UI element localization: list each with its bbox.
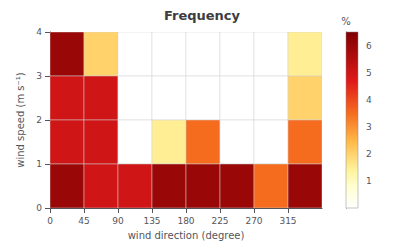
svg-text:5: 5 — [366, 68, 372, 78]
svg-text:2: 2 — [36, 115, 42, 125]
svg-text:180: 180 — [177, 216, 194, 226]
svg-text:90: 90 — [112, 216, 124, 226]
svg-text:270: 270 — [245, 216, 262, 226]
svg-text:3: 3 — [366, 122, 372, 132]
svg-text:1: 1 — [366, 176, 372, 186]
svg-text:45: 45 — [78, 216, 89, 226]
svg-text:4: 4 — [36, 27, 42, 37]
svg-text:Frequency: Frequency — [164, 8, 241, 23]
svg-text:%: % — [341, 16, 351, 27]
svg-text:2: 2 — [366, 149, 372, 159]
svg-text:0: 0 — [47, 216, 53, 226]
svg-text:315: 315 — [279, 216, 296, 226]
svg-text:225: 225 — [211, 216, 228, 226]
svg-text:4: 4 — [366, 95, 372, 105]
svg-text:6: 6 — [366, 41, 372, 51]
svg-text:wind speed (m s⁻¹): wind speed (m s⁻¹) — [15, 72, 26, 168]
svg-text:3: 3 — [36, 71, 42, 81]
svg-text:1: 1 — [36, 159, 42, 169]
svg-text:135: 135 — [143, 216, 160, 226]
svg-text:wind direction (degree): wind direction (degree) — [128, 230, 245, 241]
svg-text:0: 0 — [36, 203, 42, 213]
